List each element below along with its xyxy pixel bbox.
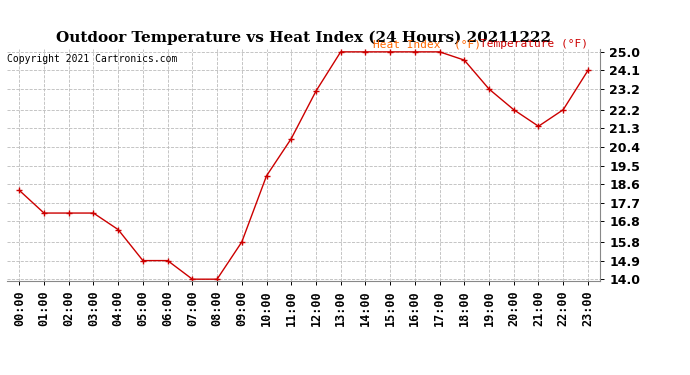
Text: Temperature (°F): Temperature (°F)	[480, 39, 588, 50]
Text: Heat Index  (°F): Heat Index (°F)	[373, 39, 481, 50]
Title: Outdoor Temperature vs Heat Index (24 Hours) 20211222: Outdoor Temperature vs Heat Index (24 Ho…	[56, 30, 551, 45]
Text: Copyright 2021 Cartronics.com: Copyright 2021 Cartronics.com	[7, 54, 177, 64]
